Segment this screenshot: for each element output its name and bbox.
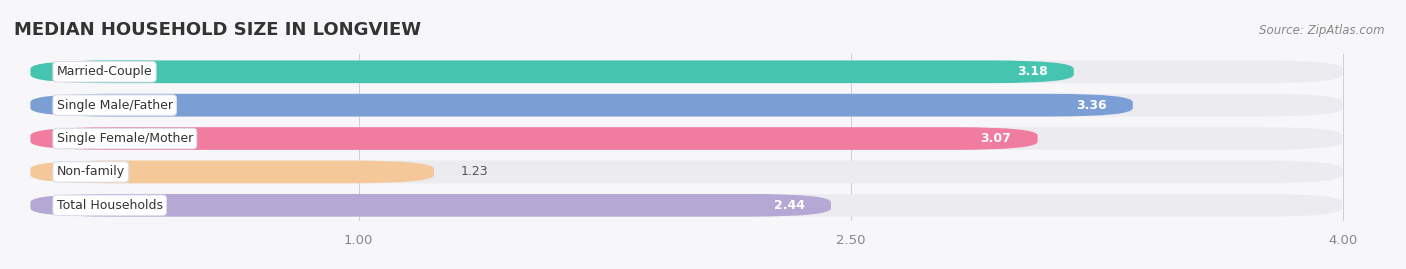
FancyBboxPatch shape	[31, 61, 1074, 83]
Text: Total Households: Total Households	[56, 199, 163, 212]
Text: Married-Couple: Married-Couple	[56, 65, 152, 78]
Text: 2.44: 2.44	[773, 199, 804, 212]
Text: 3.36: 3.36	[1076, 99, 1107, 112]
FancyBboxPatch shape	[31, 94, 1133, 116]
Text: Non-family: Non-family	[56, 165, 125, 178]
Text: Source: ZipAtlas.com: Source: ZipAtlas.com	[1260, 24, 1385, 37]
FancyBboxPatch shape	[31, 194, 831, 217]
FancyBboxPatch shape	[31, 127, 1343, 150]
Text: 3.07: 3.07	[980, 132, 1011, 145]
FancyBboxPatch shape	[31, 161, 1343, 183]
Text: 3.18: 3.18	[1017, 65, 1047, 78]
FancyBboxPatch shape	[31, 161, 434, 183]
Text: Single Male/Father: Single Male/Father	[56, 99, 173, 112]
FancyBboxPatch shape	[31, 194, 1343, 217]
FancyBboxPatch shape	[31, 61, 1343, 83]
Text: MEDIAN HOUSEHOLD SIZE IN LONGVIEW: MEDIAN HOUSEHOLD SIZE IN LONGVIEW	[14, 20, 422, 38]
Text: Single Female/Mother: Single Female/Mother	[56, 132, 193, 145]
Text: 1.23: 1.23	[460, 165, 488, 178]
FancyBboxPatch shape	[31, 127, 1038, 150]
FancyBboxPatch shape	[31, 94, 1343, 116]
